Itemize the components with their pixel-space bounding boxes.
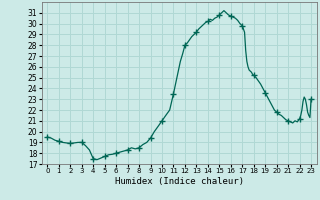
X-axis label: Humidex (Indice chaleur): Humidex (Indice chaleur) [115, 177, 244, 186]
